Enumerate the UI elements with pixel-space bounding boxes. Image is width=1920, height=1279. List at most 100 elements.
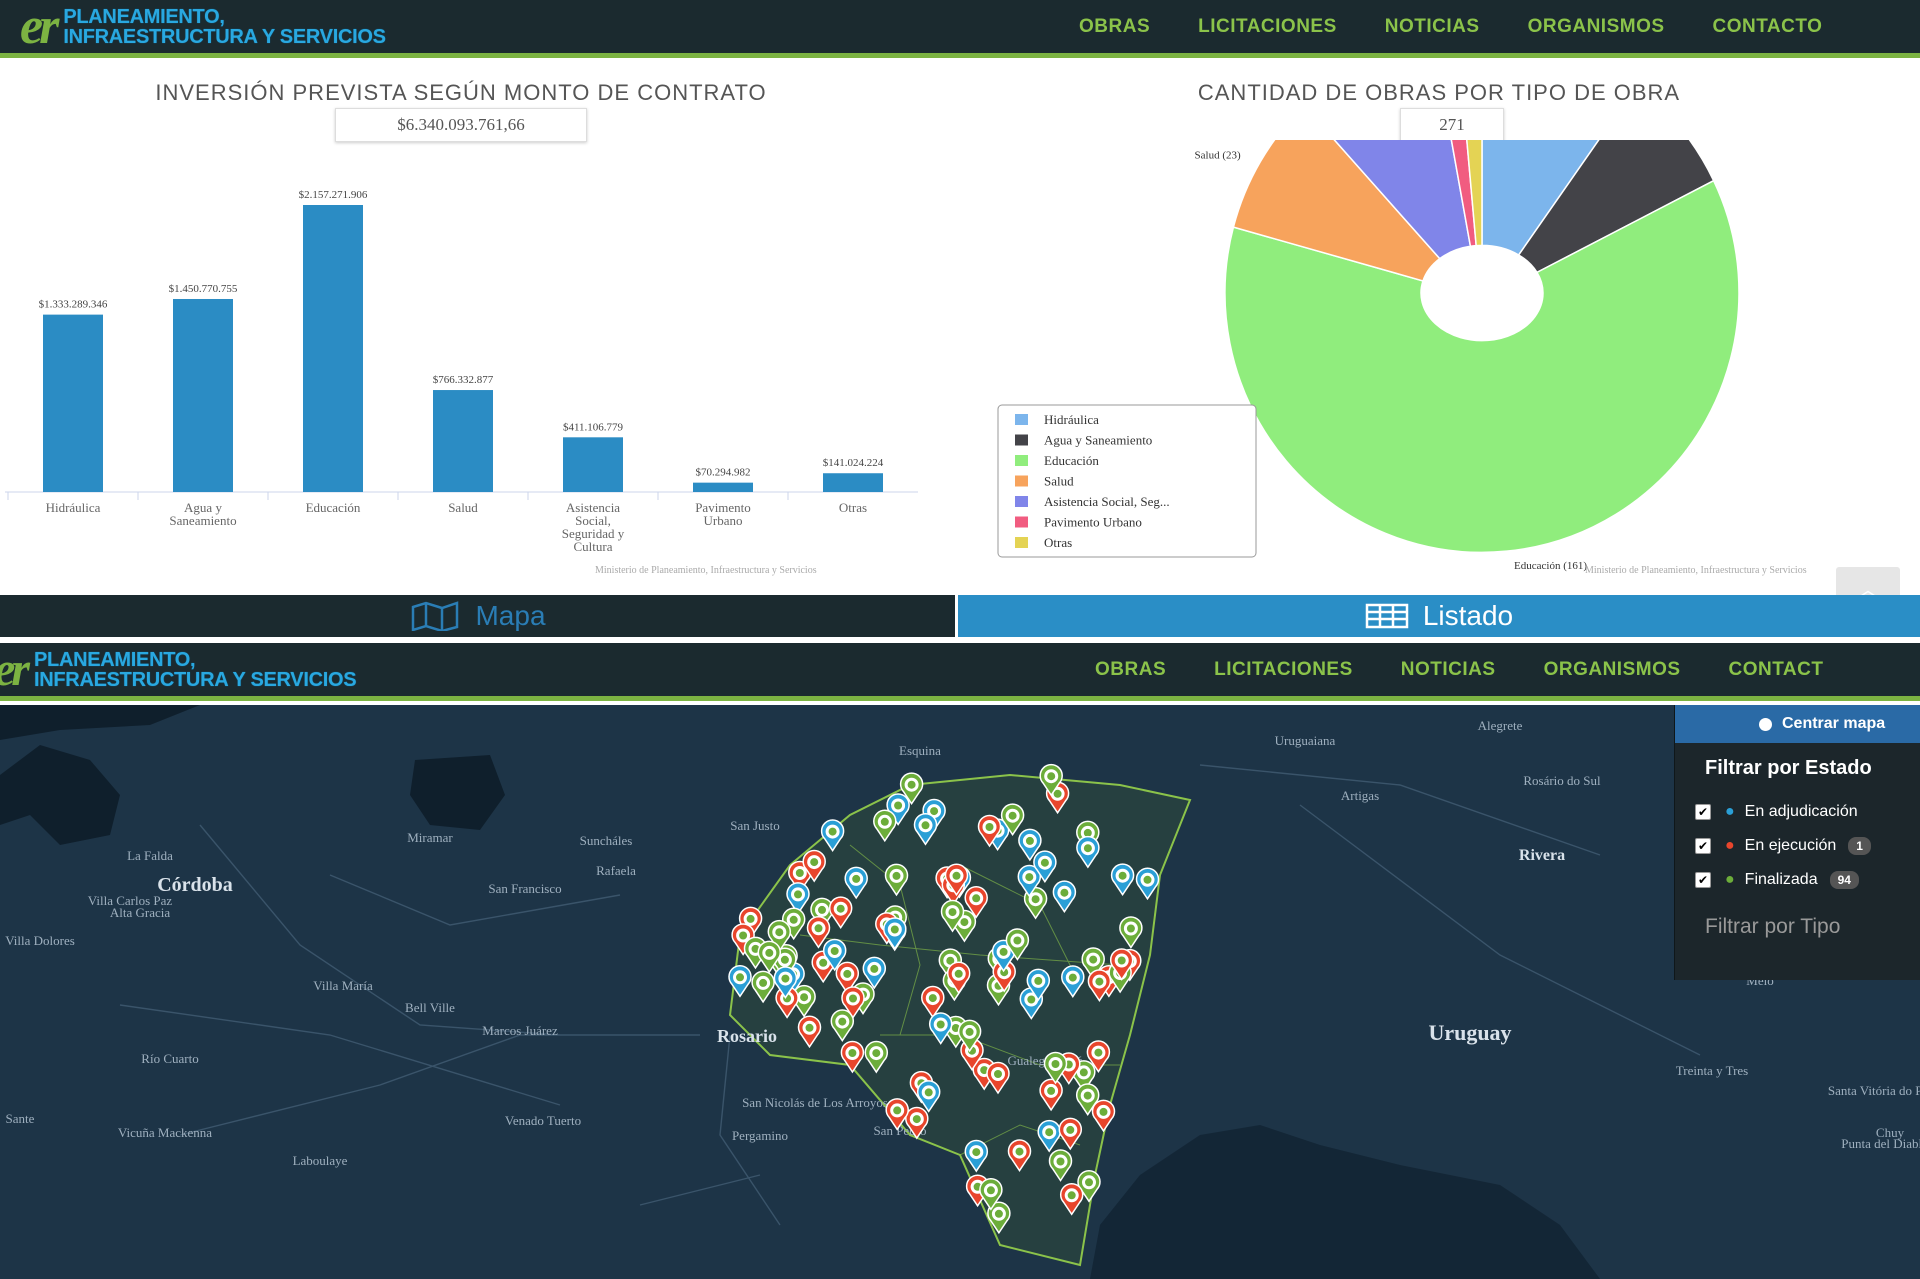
er-logo-icon	[838, 1017, 847, 1026]
brand-text[interactable]: PLANEAMIENTO, INFRAESTRUCTURA Y SERVICIO…	[63, 7, 386, 47]
er-logo-icon	[1068, 973, 1077, 982]
er-logo-icon	[789, 915, 798, 924]
map-marker	[1086, 1040, 1111, 1073]
er-logo-icon	[1118, 871, 1127, 880]
map-marker	[1058, 1117, 1083, 1151]
nav-item-organismos[interactable]: ORGANISMOS	[1527, 15, 1665, 37]
map-marker	[1017, 864, 1042, 898]
place-label: Alta Gracia	[110, 905, 171, 920]
map-marker	[1109, 948, 1134, 981]
legend-entry: Pavimento Urbano	[1044, 515, 1142, 530]
red-pin-icon: ●	[1725, 837, 1735, 854]
nav-item-contacto[interactable]: CONTACTO	[1712, 15, 1823, 37]
map-marker	[1039, 1078, 1063, 1112]
er-logo-icon	[765, 948, 774, 957]
er-logo-icon	[870, 964, 879, 973]
legend-swatch	[1015, 537, 1028, 548]
map-marker	[1061, 965, 1085, 998]
legend-swatch	[1015, 414, 1028, 425]
tab-mapa[interactable]: Mapa	[0, 595, 955, 637]
er-logo-icon	[800, 993, 809, 1002]
er-logo-map[interactable]: er	[0, 642, 30, 696]
er-logo-icon	[739, 931, 748, 940]
place-label: Miramar	[407, 830, 453, 845]
map-marker	[873, 809, 897, 843]
er-logo-icon	[1117, 956, 1126, 965]
er-logo[interactable]: er	[20, 0, 59, 55]
place-label: La Falda	[127, 848, 173, 863]
map-marker	[940, 899, 965, 933]
map-brand[interactable]: er PLANEAMIENTO, INFRAESTRUCTURA Y SERVI…	[0, 642, 357, 696]
bar	[303, 205, 363, 492]
count-badge: 1	[1848, 837, 1871, 855]
tab-listado[interactable]: Listado	[958, 595, 1920, 637]
filter-checkbox-adjudicacion[interactable]: ✔	[1695, 804, 1711, 820]
map-nav-item-contacto[interactable]: CONTACT	[1728, 658, 1824, 680]
er-logo-icon	[814, 924, 823, 933]
tick-label: Social,	[575, 513, 611, 528]
map-marker	[862, 956, 887, 990]
map-marker	[773, 966, 798, 999]
er-logo-icon	[1066, 1125, 1075, 1134]
legend-entry: Asistencia Social, Seg...	[1044, 494, 1170, 509]
legend-box	[997, 404, 1257, 558]
pie-data-label: Educación (161)	[1514, 560, 1587, 572]
map-marker	[964, 886, 988, 919]
map-markers	[728, 763, 1160, 1235]
bar	[173, 298, 233, 492]
er-logo-icon	[852, 874, 861, 883]
nav-item-noticias[interactable]: NOTICIAS	[1384, 15, 1480, 37]
er-logo-icon	[759, 978, 768, 987]
er-logo-icon	[951, 1024, 960, 1032]
er-logo-icon	[1025, 836, 1034, 845]
er-logo-icon	[965, 1027, 974, 1036]
er-logo-icon	[893, 1106, 902, 1115]
er-logo-icon	[751, 944, 760, 953]
er-logo-icon	[805, 1023, 814, 1032]
bar	[433, 390, 493, 492]
green-pin-icon: ●	[1725, 871, 1735, 888]
er-logo-icon	[880, 817, 889, 826]
place-label: Suncháles	[580, 833, 633, 848]
map-nav-item-organismos[interactable]: ORGANISMOS	[1543, 658, 1681, 680]
er-logo-icon	[972, 894, 981, 903]
er-logo-icon	[912, 1115, 921, 1124]
nav-item-obras[interactable]: OBRAS	[1079, 15, 1151, 37]
map-nav-item-obras[interactable]: OBRAS	[1095, 658, 1167, 680]
map-marker	[1033, 850, 1057, 884]
map-canvas[interactable]: Esquina Uruguaiana Alegrete Rosário do Sul A…	[0, 705, 1920, 1279]
er-logo-icon	[830, 947, 839, 955]
er-logo-icon	[818, 905, 826, 914]
map-marker	[977, 814, 1002, 848]
lake-shape	[0, 745, 120, 845]
map-marker	[1091, 1099, 1116, 1133]
pie-slice	[1517, 140, 1715, 274]
filter-row-ejecucion[interactable]: ✔ ● En ejecución 1	[1675, 829, 1920, 863]
pie-chart: Hidráulica (27)Agua y Saneamiento (20)Ed…	[997, 140, 1740, 572]
bar	[563, 437, 623, 492]
er-logo-icon	[1143, 875, 1152, 884]
map-view[interactable]: Esquina Uruguaiana Alegrete Rosário do Sul A…	[0, 705, 1920, 1279]
place-label: Rosário do Sul	[1523, 773, 1601, 788]
map-marker	[883, 917, 907, 950]
map-marker	[884, 863, 909, 897]
map-marker	[1081, 947, 1105, 980]
map-marker	[979, 1178, 1003, 1211]
map-marker	[731, 923, 755, 956]
filter-checkbox-ejecucion[interactable]: ✔	[1695, 838, 1711, 854]
brand[interactable]: er PLANEAMIENTO, INFRAESTRUCTURA Y SERVI…	[20, 0, 386, 53]
er-logo-icon	[1047, 772, 1056, 781]
map-marker	[921, 985, 945, 1019]
legend-entry: Educación	[1044, 453, 1099, 468]
map-brand-text[interactable]: PLANEAMIENTO, INFRAESTRUCTURA Y SERVICIO…	[34, 650, 357, 690]
center-map-button[interactable]: Centrar mapa	[1675, 705, 1920, 743]
map-nav-item-licitaciones[interactable]: LICITACIONES	[1214, 658, 1353, 680]
place-label: Marcos Juárez	[482, 1023, 558, 1038]
nav-item-licitaciones[interactable]: LICITACIONES	[1198, 15, 1337, 37]
filter-row-adjudicacion[interactable]: ✔ ● En adjudicación	[1675, 795, 1920, 829]
filter-checkbox-finalizada[interactable]: ✔	[1695, 872, 1711, 888]
table-icon	[1365, 603, 1409, 629]
map-marker	[1043, 1051, 1068, 1085]
filter-row-finalizada[interactable]: ✔ ● Finalizada 94	[1675, 863, 1920, 897]
map-nav-item-noticias[interactable]: NOTICIAS	[1400, 658, 1496, 680]
